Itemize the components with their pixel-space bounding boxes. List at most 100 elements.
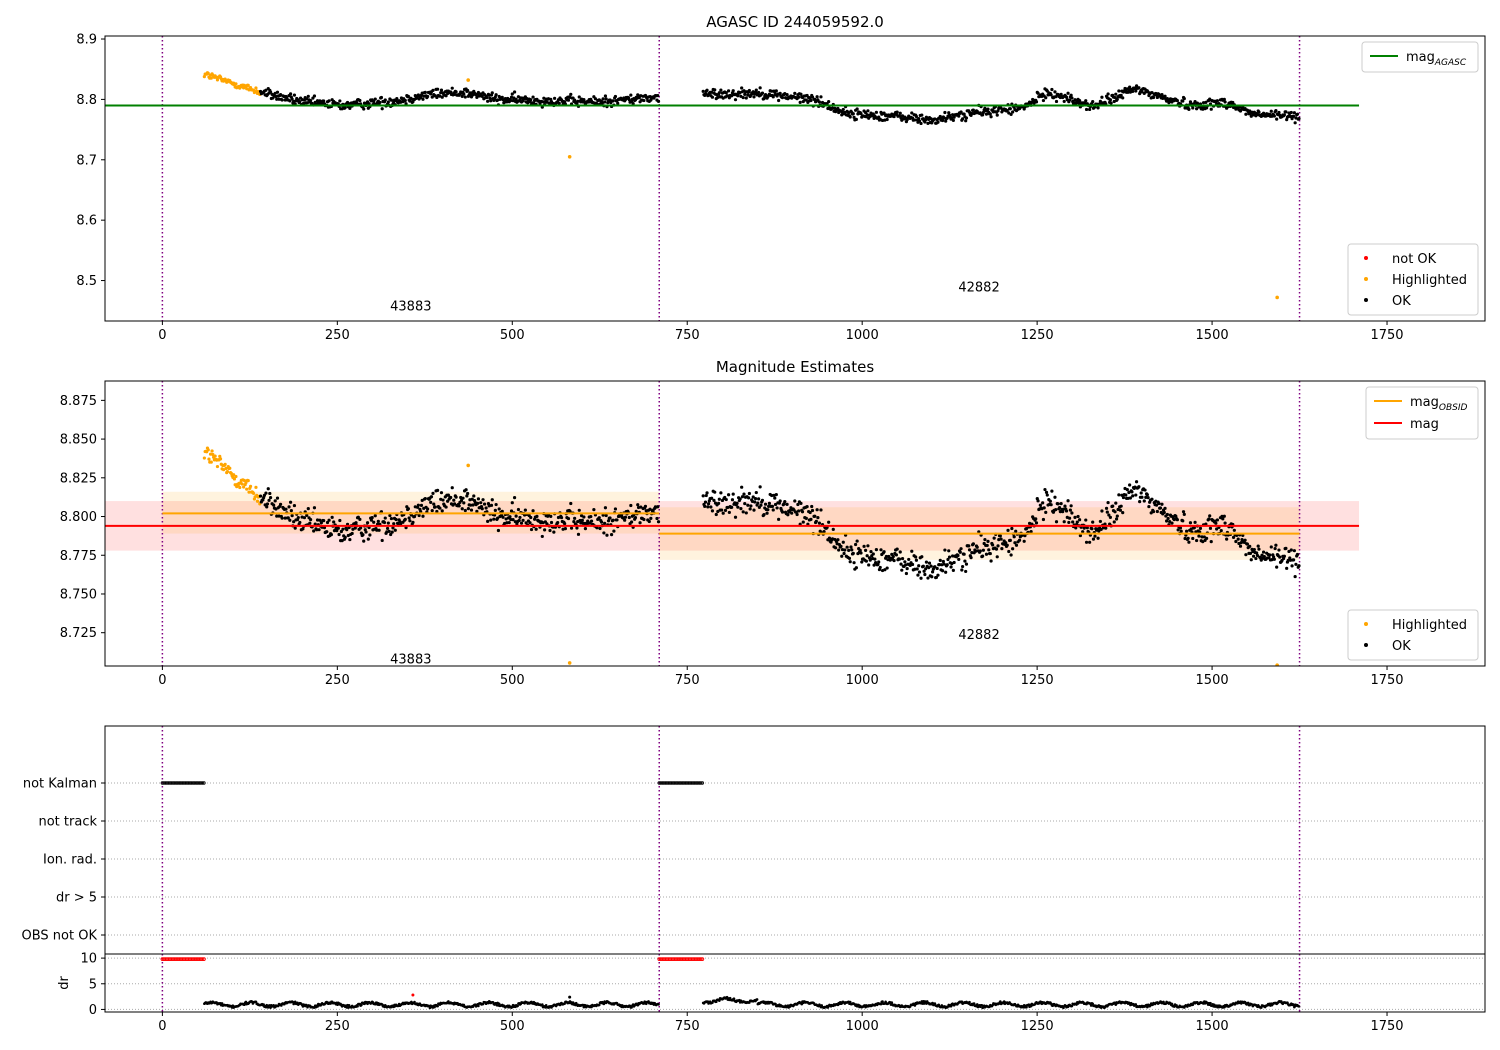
ok-point [336, 526, 340, 530]
legend-line-subscript: OBSID [1439, 403, 1468, 413]
ok-point [947, 111, 951, 115]
ok-point [910, 111, 914, 115]
highlighted-point [209, 76, 213, 80]
flag-point [660, 781, 665, 785]
y-tick-label-1-4: 8.825 [60, 471, 97, 486]
ok-point [1249, 558, 1253, 562]
ok-point [744, 511, 748, 515]
ok-point [1134, 84, 1139, 88]
ok-point [608, 516, 612, 520]
ok-point [568, 509, 572, 513]
ok-point [583, 526, 588, 531]
ok-point [827, 100, 831, 104]
ok-point [758, 86, 762, 90]
ok-point [1150, 497, 1154, 501]
ok-point [612, 529, 616, 533]
ok-point [1119, 93, 1123, 97]
flag-point [196, 781, 200, 785]
legend-point-label: OK [1392, 639, 1411, 654]
ok-point [895, 547, 899, 551]
ok-point [1104, 506, 1109, 510]
flag-point [685, 781, 689, 785]
ok-point [340, 539, 344, 543]
ok-point [759, 503, 763, 507]
ok-point [1128, 496, 1133, 500]
dr-point [1209, 1001, 1212, 1005]
ok-point [971, 108, 975, 112]
ok-point [1163, 94, 1167, 98]
ok-point [411, 520, 415, 524]
ok-point [757, 497, 761, 501]
ok-point [429, 500, 433, 504]
ok-point [952, 115, 956, 119]
ok-point [393, 528, 397, 532]
ok-point [937, 562, 942, 567]
ok-point [589, 519, 594, 523]
ok-point [490, 91, 494, 95]
ok-point [1068, 508, 1072, 512]
ok-point [1085, 526, 1089, 530]
ok-point [1134, 89, 1138, 93]
ok-point [736, 94, 740, 98]
flag-point [180, 781, 185, 785]
ok-point [860, 560, 864, 564]
ok-point [1181, 510, 1186, 514]
ok-point [804, 98, 808, 102]
flag-point [185, 781, 189, 785]
ok-point [1214, 521, 1218, 525]
ok-point [623, 515, 628, 519]
ok-point [1275, 565, 1279, 569]
ok-point [733, 515, 738, 519]
ok-point [1121, 511, 1125, 515]
ok-point [740, 485, 744, 489]
ok-point [917, 119, 922, 123]
ok-point [1220, 514, 1224, 518]
ok-point [975, 545, 979, 549]
flag-point [659, 781, 663, 785]
ok-point [735, 501, 739, 505]
ok-point [301, 527, 305, 531]
ok-point [713, 490, 717, 494]
highlighted-point [232, 473, 236, 477]
ok-point [648, 507, 652, 511]
ok-point [1284, 546, 1288, 550]
ok-point [743, 501, 747, 506]
flag-point [676, 781, 680, 785]
highlighted-point [215, 78, 220, 82]
x-tick-label-1-4: 1000 [846, 673, 879, 688]
ok-point [382, 520, 387, 525]
ok-point [378, 100, 382, 105]
flag-point [162, 781, 166, 785]
ok-point [924, 567, 928, 571]
ok-point [461, 496, 465, 500]
flag-point [665, 781, 669, 785]
x-tick-label-1-0: 0 [158, 673, 166, 688]
ok-point [1068, 98, 1072, 102]
ok-point [548, 528, 552, 533]
ok-point [1000, 547, 1004, 551]
ok-point [444, 94, 448, 98]
y-tick-label-2-0: OBS not OK [22, 929, 98, 944]
ok-point [1146, 496, 1150, 500]
ok-point [744, 96, 748, 100]
flag-point [199, 781, 203, 785]
ok-point [1012, 535, 1016, 539]
ok-point [656, 505, 660, 509]
ok-point [1131, 494, 1135, 498]
ok-point [1024, 527, 1029, 531]
ok-point [1151, 95, 1156, 100]
ok-point [1053, 90, 1057, 94]
ok-point [736, 505, 740, 509]
ok-point [996, 109, 1000, 113]
ok-point [490, 498, 494, 502]
ok-point [1143, 488, 1147, 492]
ok-point [1178, 526, 1183, 530]
ok-point [267, 498, 271, 502]
ok-point [1049, 503, 1053, 507]
ok-point [337, 532, 341, 537]
ok-point [763, 502, 768, 506]
ok-point [804, 516, 808, 521]
ok-point [389, 532, 393, 537]
ok-point [380, 538, 384, 543]
ok-point [489, 503, 494, 507]
